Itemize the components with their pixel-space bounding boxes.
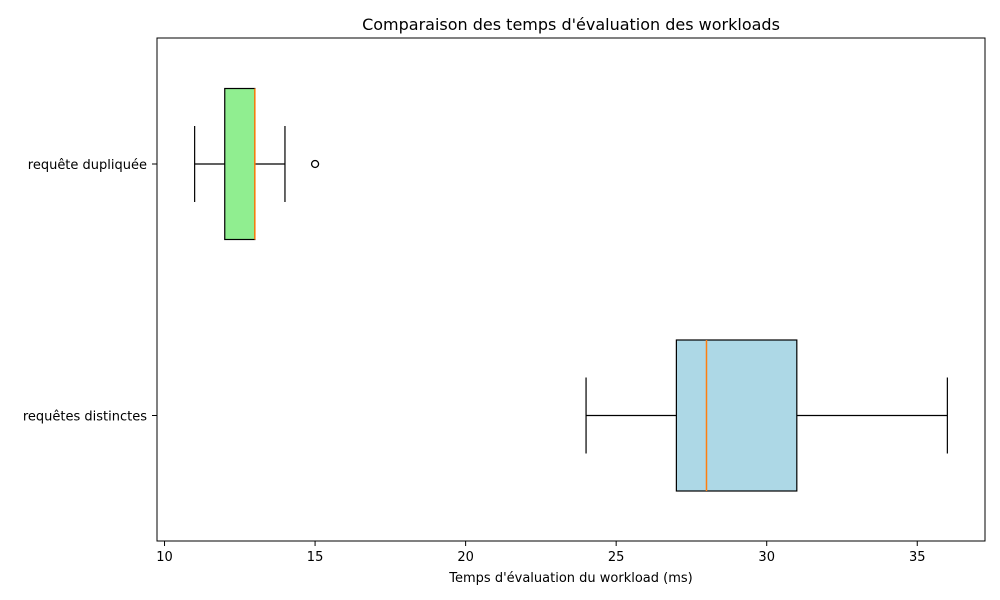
x-tick-label: 25	[608, 550, 625, 565]
chart-title: Comparaison des temps d'évaluation des w…	[362, 15, 780, 34]
y-tick-label: requête dupliquée	[28, 158, 147, 173]
plot-layer: 10 15 20 25 30 35 requêtes distinctes requête d…	[23, 37, 986, 565]
x-axis-label: Temps d'évaluation du workload (ms)	[448, 571, 692, 586]
x-tick-label: 30	[758, 550, 775, 565]
box-dupliquee	[224, 87, 256, 241]
plot-frame	[156, 37, 986, 542]
x-tick-label: 35	[909, 550, 926, 565]
box-distinctes	[675, 339, 798, 492]
y-tick-label: requêtes distinctes	[23, 410, 147, 425]
x-tick-label: 15	[307, 550, 324, 565]
x-tick-label: 20	[457, 550, 474, 565]
outlier-point	[310, 159, 320, 169]
x-tick-label: 10	[156, 550, 173, 565]
